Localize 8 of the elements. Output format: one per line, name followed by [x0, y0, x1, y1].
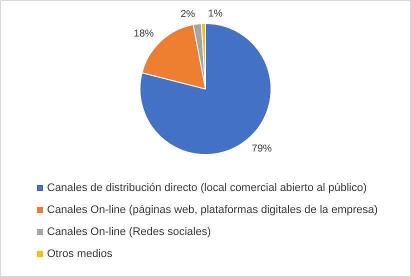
legend-label: Canales On-line (páginas web, plataformas digitales de la empresa) [47, 204, 378, 216]
legend-label: Canales de distribución directo (local comercial abierto al público) [47, 182, 367, 194]
data-label: 2% [180, 8, 196, 20]
legend-label: Otros medios [47, 248, 112, 260]
data-label: 18% [134, 28, 154, 40]
legend-label: Canales On-line (Redes sociales) [47, 226, 211, 238]
data-label: 79% [252, 143, 272, 154]
data-label: 1% [208, 8, 223, 20]
